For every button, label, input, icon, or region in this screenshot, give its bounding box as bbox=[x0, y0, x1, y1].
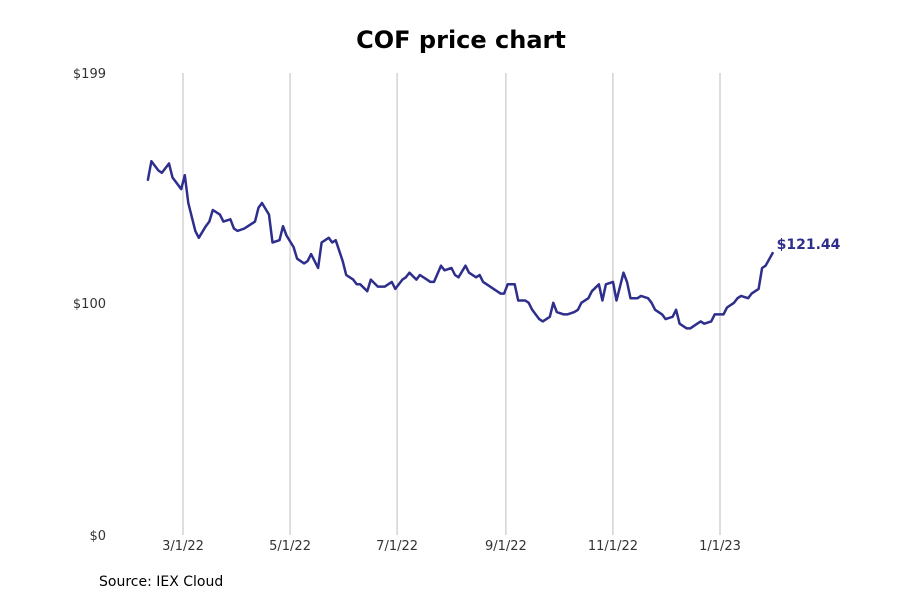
x-tick-label: 1/1/23 bbox=[699, 539, 741, 554]
x-tick-label: 11/1/22 bbox=[588, 539, 638, 554]
x-axis-ticks: 3/1/22 5/1/22 7/1/22 9/1/22 11/1/22 1/1/23 bbox=[162, 539, 741, 554]
x-tick-label: 9/1/22 bbox=[485, 539, 527, 554]
x-tick-label: 7/1/22 bbox=[376, 539, 418, 554]
x-tick-label: 3/1/22 bbox=[162, 539, 204, 554]
last-price-label: $121.44 bbox=[777, 237, 841, 253]
source-note: Source: IEX Cloud bbox=[99, 574, 224, 590]
y-axis-ticks: $0 $100 $199 bbox=[73, 67, 106, 544]
y-tick-label: $100 bbox=[73, 297, 106, 312]
y-tick-label: $199 bbox=[73, 67, 106, 82]
y-tick-label: $0 bbox=[89, 529, 106, 544]
x-tick-label: 5/1/22 bbox=[269, 539, 311, 554]
chart-title: COF price chart bbox=[356, 26, 566, 54]
vertical-gridlines bbox=[182, 73, 721, 535]
price-series-line bbox=[146, 159, 774, 330]
